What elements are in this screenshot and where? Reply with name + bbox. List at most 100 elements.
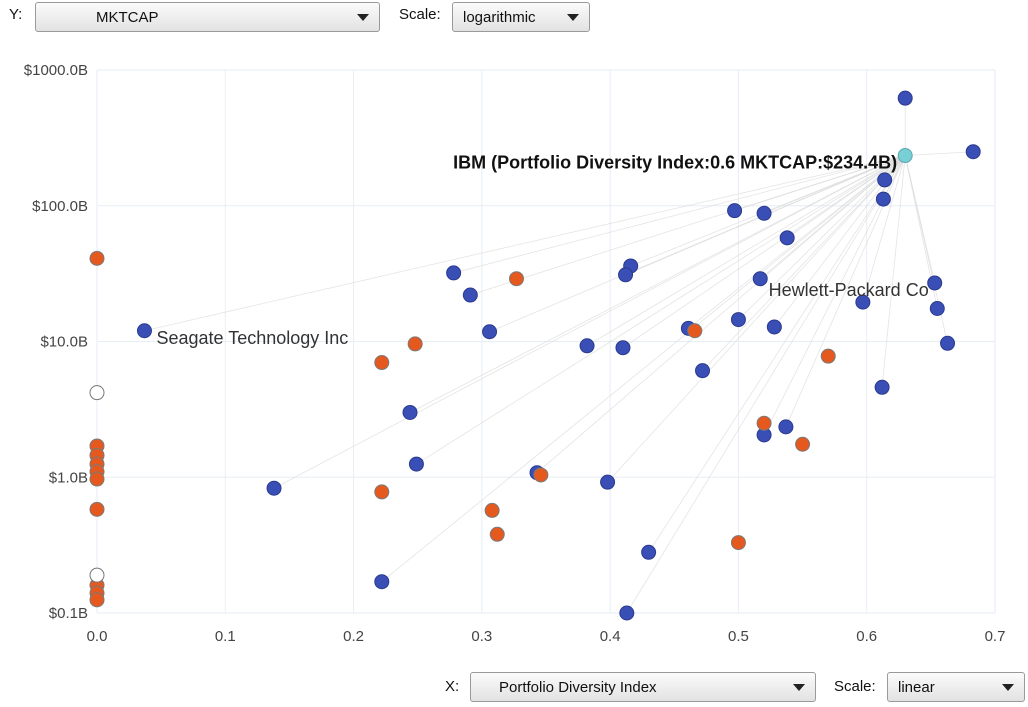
x-tick-label: 0.3 — [471, 628, 492, 645]
x-tick-labels: 0.0 0.1 0.2 0.3 0.4 0.5 0.6 0.7 — [87, 628, 1006, 645]
x-axis-label: X: — [445, 678, 460, 695]
x-tick-label: 0.6 — [856, 628, 877, 645]
data-point[interactable] — [795, 436, 811, 452]
annotation-label-hewlett-packard: Hewlett-Packard Co — [769, 280, 929, 300]
data-point[interactable] — [374, 355, 390, 371]
connector-line — [409, 155, 906, 413]
connector-line — [470, 155, 906, 296]
data-point[interactable] — [579, 338, 595, 354]
connector-line — [738, 155, 906, 320]
x-tick-label: 0.1 — [215, 628, 236, 645]
data-point[interactable] — [89, 250, 105, 266]
connector-line — [702, 155, 906, 371]
data-point[interactable] — [600, 474, 616, 490]
data-point[interactable] — [779, 230, 795, 246]
data-point[interactable] — [136, 323, 152, 339]
chevron-down-icon — [567, 13, 579, 21]
data-point[interactable] — [618, 267, 634, 283]
connector-line — [381, 155, 906, 583]
data-point[interactable] — [482, 324, 498, 340]
data-point[interactable] — [533, 467, 549, 483]
x-scale-value: linear — [898, 678, 935, 696]
connector-lines — [144, 98, 974, 614]
data-point[interactable] — [695, 363, 711, 379]
data-point[interactable] — [489, 526, 505, 542]
data-point[interactable] — [778, 419, 794, 435]
data-point[interactable] — [615, 340, 631, 356]
data-point[interactable] — [897, 90, 913, 106]
x-tick-label: 0.5 — [728, 628, 749, 645]
y-scale-value: logarithmic — [463, 8, 536, 26]
chevron-down-icon — [793, 683, 805, 691]
data-point[interactable] — [727, 203, 743, 219]
data-point[interactable] — [874, 379, 890, 395]
data-point[interactable] — [929, 301, 945, 317]
y-scale-select[interactable]: logarithmic — [452, 2, 590, 32]
data-point[interactable] — [89, 501, 105, 517]
connector-line — [881, 155, 906, 388]
connector-line — [626, 155, 906, 614]
y-axis-label: Y: — [9, 6, 23, 23]
data-point[interactable] — [687, 323, 703, 339]
connector-line — [904, 155, 948, 344]
y-tick-label: $0.1B — [49, 605, 88, 622]
data-point[interactable] — [266, 480, 282, 496]
data-point[interactable] — [89, 385, 105, 401]
data-point[interactable] — [484, 502, 500, 518]
data-point[interactable] — [374, 574, 390, 590]
connector-line — [453, 155, 906, 274]
x-tick-label: 0.4 — [600, 628, 621, 645]
data-point[interactable] — [940, 335, 956, 351]
data-point[interactable] — [374, 484, 390, 500]
connector-line — [416, 155, 906, 465]
y-tick-labels: $0.1B $1.0B $10.0B $100.0B $1000.0B — [24, 62, 88, 622]
connector-line — [622, 155, 906, 349]
x-variable-select[interactable]: Portfolio Diversity Index — [470, 672, 816, 702]
x-scale-select[interactable]: linear — [887, 672, 1025, 702]
data-point[interactable] — [446, 265, 462, 281]
connector-line — [648, 155, 906, 553]
y-scale-label: Scale: — [399, 6, 441, 23]
data-point[interactable] — [407, 336, 423, 352]
data-point[interactable] — [89, 567, 105, 583]
data-point[interactable] — [766, 319, 782, 335]
data-point[interactable] — [756, 205, 772, 221]
data-points[interactable] — [89, 90, 981, 621]
y-variable-value: MKTCAP — [96, 8, 159, 26]
data-point[interactable] — [965, 144, 981, 160]
x-tick-label: 0.7 — [985, 628, 1006, 645]
highlighted-data-point[interactable] — [897, 148, 913, 164]
data-point[interactable] — [730, 535, 746, 551]
data-point[interactable] — [89, 592, 105, 608]
data-point[interactable] — [89, 471, 105, 487]
data-point[interactable] — [752, 271, 768, 287]
data-point[interactable] — [408, 456, 424, 472]
data-point[interactable] — [877, 172, 893, 188]
data-point[interactable] — [462, 287, 478, 303]
highlight-tooltip-label: IBM (Portfolio Diversity Index:0.6 MKTCA… — [453, 153, 897, 173]
data-point[interactable] — [855, 294, 871, 310]
data-point[interactable] — [641, 544, 657, 560]
connector-line — [862, 155, 906, 303]
data-point[interactable] — [508, 271, 524, 287]
connector-line — [536, 155, 906, 474]
connector-line — [273, 155, 906, 489]
chevron-down-icon — [1002, 683, 1014, 691]
annotation-label-seagate: Seagate Technology Inc — [156, 328, 348, 348]
data-point[interactable] — [619, 605, 635, 621]
x-tick-label: 0.2 — [343, 628, 364, 645]
y-variable-select[interactable]: MKTCAP — [35, 2, 380, 32]
x-tick-label: 0.0 — [87, 628, 108, 645]
x-scale-label: Scale: — [834, 678, 876, 695]
data-point[interactable] — [730, 312, 746, 328]
data-point[interactable] — [820, 348, 836, 364]
connector-line — [489, 155, 906, 333]
y-tick-label: $100.0B — [32, 198, 88, 215]
point-labels: IBM (Portfolio Diversity Index:0.6 MKTCA… — [156, 153, 928, 348]
data-point[interactable] — [927, 275, 943, 291]
data-point[interactable] — [875, 191, 891, 207]
chevron-down-icon — [357, 13, 369, 21]
data-point[interactable] — [756, 415, 772, 431]
data-point[interactable] — [402, 404, 418, 420]
